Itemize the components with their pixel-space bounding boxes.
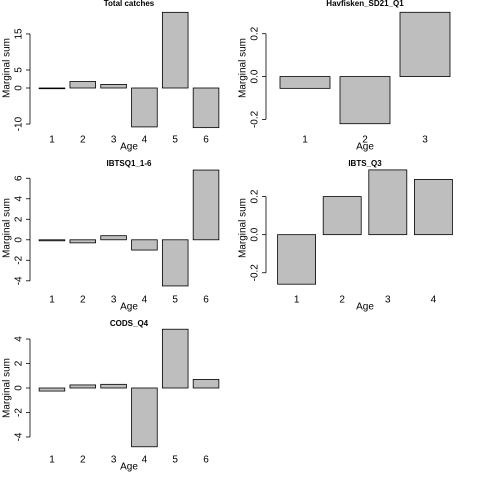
x-tick-label: 1 [49,455,55,466]
x-axis-label: Age [356,142,374,153]
bar [368,169,408,236]
bar [131,387,158,448]
bar [413,179,453,236]
bar [161,239,189,287]
y-tick-label: -0.2 [250,110,261,128]
x-axis-label: Age [120,462,138,473]
bar [100,83,127,89]
chart-title: IBTSQ1_1-6 [107,159,152,168]
y-tick-label: 0.2 [250,189,261,203]
y-tick-label: 0 [14,237,25,243]
x-tick-label: 4 [142,295,148,306]
y-axis-label: Marginal sum [2,358,13,418]
bar [131,239,158,251]
x-axis-label: Age [120,142,138,153]
y-tick-label: -2 [14,408,25,417]
x-tick-label: 3 [385,295,391,306]
x-tick-label: 3 [422,135,428,146]
chart-title: CODS_Q4 [110,319,149,328]
y-axis-label: Marginal sum [2,38,13,98]
chart-title: Havfisken_SD21_Q1 [326,0,404,8]
x-tick-label: 6 [203,295,209,306]
x-tick-label: 5 [172,455,178,466]
y-tick-label: -4 [14,276,25,285]
x-tick-label: 5 [172,295,178,306]
x-tick-label: 4 [431,295,437,306]
x-tick-label: 2 [339,295,345,306]
y-tick-label: 0.0 [250,227,261,241]
bar [69,239,97,244]
y-tick-label: 5 [14,67,25,73]
y-axis-label: Marginal sum [238,198,249,258]
x-tick-label: 3 [111,295,117,306]
y-tick-label: 0.0 [250,69,261,83]
bar [322,196,362,236]
bar [192,169,220,241]
x-tick-label: 1 [49,135,55,146]
y-tick-label: 0 [14,85,25,91]
chart-title: IBTS_Q3 [348,159,382,168]
x-tick-label: 6 [203,455,209,466]
x-tick-label: 6 [203,135,209,146]
y-tick-label: -0.2 [250,264,261,282]
bar [161,328,189,389]
y-tick-label: 2 [14,216,25,222]
y-axis-label: Marginal sum [2,198,13,258]
y-tick-label: -4 [14,432,25,441]
y-tick-label: 0.2 [250,26,261,40]
bar [69,384,97,389]
bar [161,11,189,89]
x-tick-label: 2 [80,295,86,306]
x-tick-label: 1 [302,135,308,146]
x-tick-label: 3 [111,135,117,146]
bar [38,87,66,90]
x-tick-label: 3 [111,455,117,466]
bar [279,76,331,89]
bar [100,235,127,241]
bar [100,383,127,389]
y-tick-label: 15 [14,28,25,40]
bar [339,76,391,125]
bar [277,234,317,285]
y-tick-label: 4 [14,196,25,202]
x-tick-label: 4 [142,455,148,466]
y-tick-label: -2 [14,255,25,264]
bar [192,379,220,389]
x-tick-label: 2 [80,455,86,466]
bar [69,81,97,89]
bar [38,239,66,242]
bar [131,87,158,128]
x-tick-label: 5 [172,135,178,146]
x-axis-label: Age [120,302,138,313]
chart-title: Total catches [104,0,155,8]
y-axis-label: Marginal sum [238,38,249,98]
x-tick-label: 4 [142,135,148,146]
y-tick-label: 6 [14,175,25,181]
y-tick-label: -10 [14,116,25,131]
y-tick-label: 2 [14,360,25,366]
bar [192,87,220,129]
x-tick-label: 1 [49,295,55,306]
bar [38,387,66,392]
x-tick-label: 1 [294,295,300,306]
y-tick-label: 0 [14,385,25,391]
x-tick-label: 2 [362,135,368,146]
x-tick-label: 2 [80,135,86,146]
bar [399,11,451,77]
x-axis-label: Age [356,302,374,313]
y-tick-label: 4 [14,336,25,342]
